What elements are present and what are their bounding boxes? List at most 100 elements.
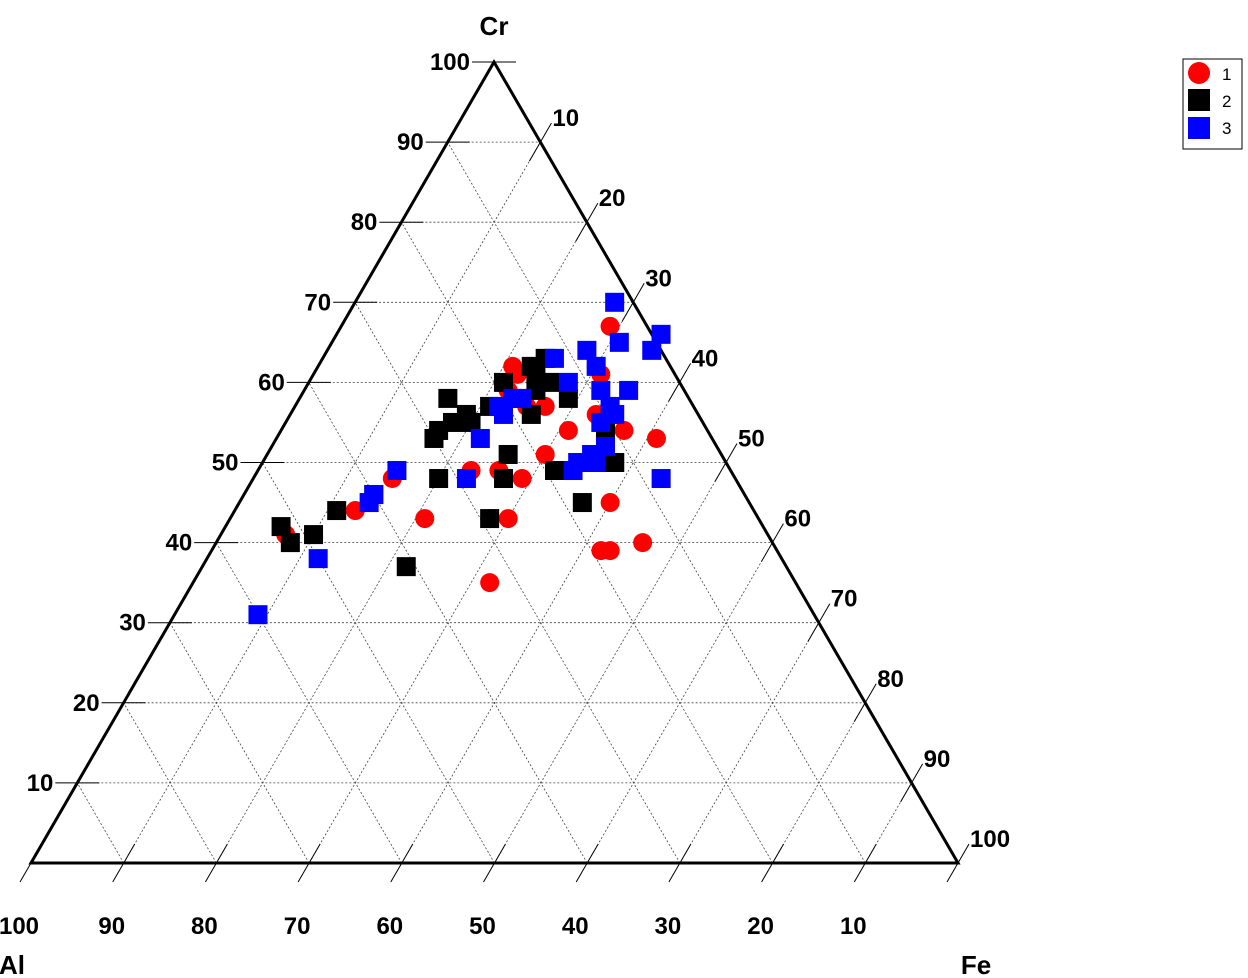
point-series2-22 [572, 493, 592, 513]
point-series2-6 [438, 388, 458, 408]
vertex-label-top: Cr [480, 11, 509, 41]
tick-label-al-40: 40 [562, 913, 589, 940]
point-series1-10 [558, 420, 578, 440]
point-series2-3 [493, 372, 513, 392]
point-series3-23 [563, 461, 583, 481]
point-series1-18 [512, 469, 532, 489]
tick-label-cr-80: 80 [351, 209, 378, 236]
tick-al-60 [390, 843, 414, 883]
grid-lines [76, 141, 912, 864]
point-series3-0 [605, 292, 625, 312]
grid-line-al-80 [123, 702, 217, 864]
tick-label-al-70: 70 [284, 913, 311, 940]
tick-label-al-60: 60 [376, 913, 403, 940]
grid-line-al-60 [215, 542, 403, 864]
tick-fe-90 [900, 763, 924, 803]
point-series2-12 [461, 412, 481, 432]
tick-labels: 10 10 10 20 20 20 30 30 30 40 40 40 50 50 50 60 60 60 70 70… [0, 49, 1010, 940]
point-series3-7 [558, 372, 578, 392]
tick-al-10 [853, 843, 877, 883]
point-series2-17 [605, 453, 625, 472]
tick-label-al-90: 90 [98, 913, 125, 940]
point-series1-22 [415, 509, 435, 529]
point-series2-23 [327, 501, 347, 521]
grid-line-fe-70 [679, 622, 820, 864]
tick-fe-30 [621, 283, 645, 322]
point-series3-22 [387, 461, 407, 481]
tick-label-cr-70: 70 [304, 289, 331, 316]
point-series2-19 [494, 469, 514, 489]
point-series2-24 [480, 509, 500, 529]
tick-label-al-80: 80 [191, 913, 218, 940]
point-series3-6 [586, 356, 606, 376]
point-series3-11 [512, 388, 532, 408]
point-series3-8 [591, 380, 611, 400]
point-series3-29 [248, 605, 268, 625]
tick-label-cr-90: 90 [397, 129, 424, 156]
tick-marks [19, 61, 970, 883]
grid-line-al-90 [76, 782, 125, 864]
point-series3-3 [577, 340, 597, 360]
tick-al-100 [19, 843, 43, 883]
legend-label-2: 2 [1222, 92, 1231, 111]
tick-label-fe-70: 70 [831, 586, 858, 613]
tick-label-fe-90: 90 [924, 746, 951, 773]
tick-label-fe-10: 10 [552, 105, 579, 132]
legend-marker-3 [1188, 117, 1210, 139]
point-series2-27 [280, 533, 300, 553]
tick-al-80 [204, 843, 228, 883]
vertex-label-left: Al [0, 950, 25, 978]
point-series2-25 [271, 517, 291, 537]
legend-marker-2 [1188, 89, 1210, 111]
grid-line-al-50 [262, 462, 495, 864]
tick-fe-60 [760, 523, 784, 562]
point-series2-10 [521, 404, 541, 424]
point-series3-25 [651, 469, 671, 489]
point-series2-20 [429, 469, 449, 489]
grid-line-al-10 [447, 141, 866, 864]
tick-label-fe-100: 100 [970, 826, 1010, 853]
tick-label-cr-40: 40 [165, 530, 192, 557]
tick-label-fe-40: 40 [692, 345, 719, 372]
grid-line-fe-80 [772, 702, 866, 864]
tick-label-fe-30: 30 [645, 265, 672, 292]
point-series3-1 [651, 324, 671, 344]
point-series3-9 [619, 380, 639, 400]
point-series3-14 [493, 404, 513, 424]
point-series3-5 [544, 348, 564, 368]
point-series3-24 [456, 469, 476, 489]
legend-label-1: 1 [1222, 65, 1231, 84]
grid-line-fe-50 [494, 462, 727, 864]
point-series2-26 [304, 525, 324, 545]
tick-label-al-10: 10 [840, 913, 867, 940]
point-series1-12 [646, 428, 666, 448]
point-series3-2 [609, 332, 629, 352]
tick-al-40 [575, 843, 599, 883]
tick-label-al-20: 20 [747, 913, 774, 940]
tick-label-fe-80: 80 [877, 666, 904, 693]
grid-line-fe-60 [586, 542, 773, 864]
tick-label-al-30: 30 [655, 913, 682, 940]
tick-fe-80 [853, 683, 877, 723]
tick-label-fe-60: 60 [784, 506, 811, 533]
vertex-label-right: Fe [961, 950, 991, 978]
tick-al-50 [483, 843, 506, 883]
tick-label-cr-50: 50 [212, 450, 239, 477]
legend-marker-1 [1188, 62, 1210, 84]
grid-line-fe-20 [216, 221, 588, 864]
tick-fe-10 [528, 122, 552, 162]
point-series2-7 [558, 388, 578, 408]
point-series1-20 [600, 493, 620, 513]
legend-label-3: 3 [1222, 119, 1231, 138]
tick-al-90 [112, 843, 136, 883]
tick-fe-40 [668, 363, 692, 402]
point-series1-26 [633, 533, 653, 553]
point-series1-0 [600, 316, 620, 336]
point-series2-16 [498, 444, 518, 464]
tick-label-fe-50: 50 [738, 426, 765, 453]
tick-fe-20 [575, 202, 599, 242]
point-series1-11 [614, 420, 634, 440]
point-series2-15 [424, 428, 444, 448]
point-series1-29 [480, 573, 500, 593]
